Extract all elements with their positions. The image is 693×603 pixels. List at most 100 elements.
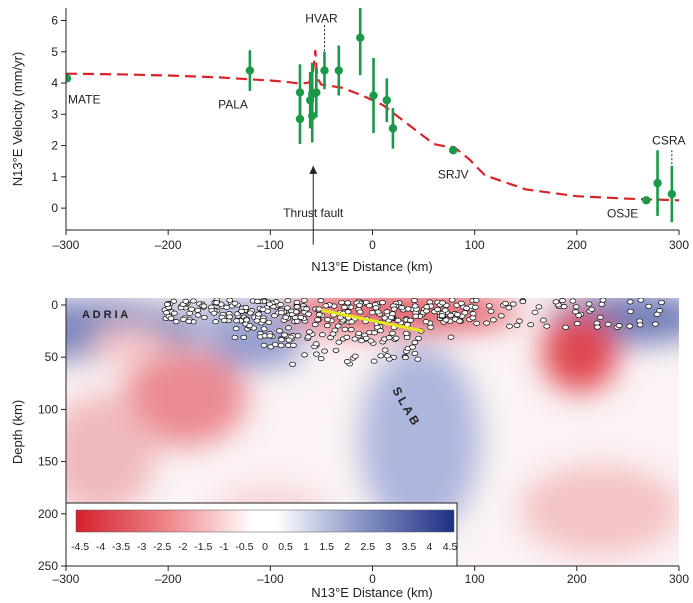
earthquake — [201, 314, 208, 321]
earthquake — [293, 318, 301, 324]
earthquake — [368, 310, 376, 316]
earthquake — [267, 344, 275, 350]
earthquake — [259, 306, 267, 313]
earthquake — [411, 339, 419, 346]
earthquake — [324, 323, 331, 329]
earthquake — [427, 324, 435, 330]
earthquake — [260, 342, 268, 348]
earthquake — [569, 298, 577, 304]
earthquake — [304, 334, 312, 340]
velocity-y-tick-label: 1 — [51, 170, 58, 184]
earthquake — [319, 332, 326, 338]
earthquake — [290, 342, 297, 348]
earthquake — [404, 306, 412, 312]
colorbar-tick-label: 1.5 — [319, 541, 334, 553]
data-point — [388, 124, 398, 133]
earthquake — [200, 303, 208, 309]
colorbar-tick-label: -4.5 — [71, 541, 89, 553]
earthquake — [194, 307, 202, 313]
earthquake — [438, 313, 446, 319]
earthquake — [246, 323, 254, 329]
earthquake — [186, 310, 194, 316]
earthquake — [383, 309, 391, 315]
earthquake — [259, 317, 267, 323]
earthquake — [472, 298, 480, 303]
earthquake — [506, 323, 513, 329]
earthquake — [531, 309, 539, 315]
colorbar-tick-label: -3.5 — [112, 541, 130, 553]
earthquake — [562, 324, 569, 330]
earthquake — [519, 299, 527, 305]
earthquake — [596, 314, 604, 320]
depth-x-tick-label: –200 — [155, 572, 182, 586]
earthquake — [403, 334, 411, 341]
depth-x-tick-label: 0 — [369, 572, 376, 586]
earthquake — [527, 322, 535, 328]
colorbar-tick-label: 3.5 — [402, 541, 417, 553]
earthquake — [645, 303, 653, 309]
earthquake — [509, 301, 517, 307]
earthquake — [313, 351, 320, 357]
earthquake — [604, 321, 612, 327]
data-point — [295, 114, 305, 124]
colorbar-tick-label: 4.5 — [443, 541, 458, 553]
earthquake — [423, 308, 430, 314]
velocity-y-tick-label: 5 — [51, 45, 58, 59]
earthquake — [344, 309, 352, 315]
depth-y-tick-label: 50 — [45, 350, 59, 364]
earthquake — [598, 301, 606, 307]
earthquake — [572, 304, 580, 310]
depth-x-tick-label: –300 — [53, 572, 80, 586]
earthquake — [278, 337, 285, 343]
earthquake — [461, 310, 469, 316]
earthquake — [322, 303, 330, 309]
earthquake — [194, 312, 202, 318]
earthquake — [448, 298, 456, 303]
earthquake — [516, 318, 523, 324]
velocity-y-tick-label: 3 — [51, 107, 58, 121]
velocity-x-tick-label: 200 — [567, 238, 587, 252]
earthquake — [266, 333, 274, 339]
earthquake — [552, 299, 560, 305]
earthquake — [190, 298, 197, 304]
earthquake — [293, 304, 301, 310]
earthquake — [487, 308, 495, 314]
earthquake — [351, 336, 359, 342]
earthquake — [289, 361, 296, 367]
colorbar-tick-label: 2 — [344, 541, 350, 553]
earthquake — [412, 313, 420, 319]
earthquake — [348, 319, 356, 325]
depth-y-tick-label: 100 — [38, 402, 58, 416]
data-point — [449, 146, 458, 155]
earthquake — [332, 347, 340, 353]
earthquake — [341, 304, 348, 310]
earthquake — [502, 300, 509, 307]
earthquake — [447, 312, 455, 318]
model-curve-layer — [66, 50, 679, 202]
earthquake — [347, 327, 355, 333]
velocity-y-tick-label: 4 — [51, 76, 58, 90]
earthquake — [658, 299, 665, 306]
colorbar-gradient — [75, 509, 455, 533]
earthquake — [315, 306, 323, 312]
earthquake — [172, 319, 180, 325]
earthquake — [402, 355, 409, 361]
earthquake — [231, 300, 239, 306]
tomography-panel: A D R I A S L A B -4.5 -4 -3.5 -3 -2.5 -2 -1.5… — [10, 298, 689, 600]
earthquake — [411, 350, 419, 357]
velocity-x-axis-label: N13°E Distance (km) — [311, 259, 433, 274]
earthquake — [483, 320, 490, 326]
earthquake — [300, 298, 308, 303]
data-point — [356, 33, 365, 42]
earthquake — [456, 318, 464, 324]
earthquake — [423, 304, 431, 310]
earthquake — [276, 328, 283, 334]
earthquake — [362, 335, 370, 341]
earthquake — [370, 358, 378, 364]
earthquake — [329, 331, 337, 337]
earthquake — [336, 315, 344, 321]
earthquake — [220, 317, 228, 324]
earthquake — [188, 306, 195, 312]
colorbar-tick-label: -0.5 — [235, 541, 253, 553]
